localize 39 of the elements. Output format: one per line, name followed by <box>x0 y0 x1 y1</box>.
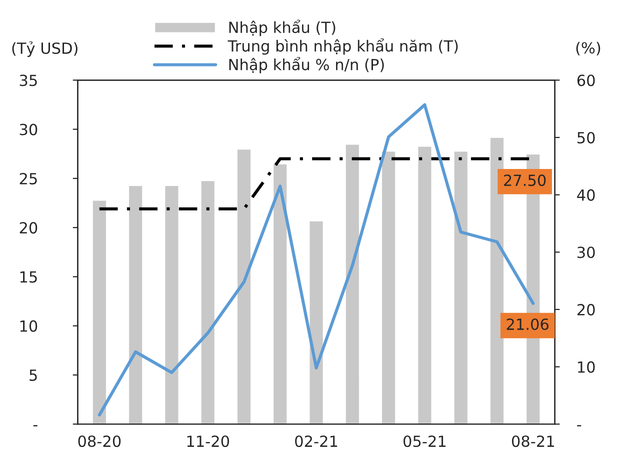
x-tick-label: 02-21 <box>295 435 338 448</box>
y2-tick-label: 30 <box>578 246 595 258</box>
y-tick-label: 15 <box>20 271 37 283</box>
bar <box>344 143 360 424</box>
bar <box>128 184 144 424</box>
y2-tick-label: - <box>577 425 582 426</box>
bar <box>164 184 180 424</box>
y-tick-label: 5 <box>30 370 37 381</box>
bar <box>308 220 324 424</box>
bar <box>380 150 396 424</box>
y-tick-label: 20 <box>20 222 38 234</box>
x-tick-label: 08-20 <box>78 435 121 448</box>
legend-label: Nhập khẩu (T) <box>229 20 336 36</box>
y2-axis-title: (%) <box>576 42 600 56</box>
x-tick-label: 05-21 <box>404 435 446 448</box>
legend-label: Nhập khẩu % n/n (P) <box>229 56 384 74</box>
bar <box>452 150 469 424</box>
y-tick-label: - <box>33 425 38 426</box>
y2-tick-label: 40 <box>577 189 595 201</box>
data-label: 27.50 <box>504 174 546 186</box>
y-axis-title: (Tỷ USD) <box>12 41 78 57</box>
bar <box>92 199 108 424</box>
x-tick-label: 11-20 <box>187 435 230 448</box>
y2-tick-label: 50 <box>578 132 595 144</box>
bar <box>236 148 252 424</box>
y2-tick-label: 60 <box>577 74 595 86</box>
bar <box>200 180 216 424</box>
y-tick-label: 30 <box>20 124 38 136</box>
data-label: 21.06 <box>506 318 548 330</box>
bar <box>416 145 433 424</box>
y-tick-label: 10 <box>20 320 38 332</box>
legend-label: Trung bình nhập khẩu năm (T) <box>228 38 458 55</box>
bar <box>272 162 288 424</box>
bar <box>489 136 505 424</box>
y2-tick-label: 10 <box>578 361 595 373</box>
x-tick-label: 08-21 <box>512 435 554 448</box>
y-tick-label: 25 <box>20 172 37 184</box>
y-tick-label: 35 <box>20 74 37 86</box>
y2-tick-label: 20 <box>577 304 595 316</box>
